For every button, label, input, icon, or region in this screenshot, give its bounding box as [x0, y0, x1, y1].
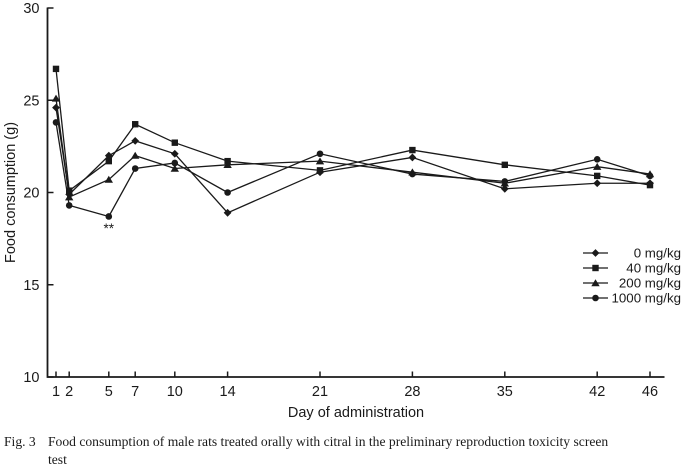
legend-label: 0 mg/kg: [634, 246, 681, 261]
data-point-marker: [646, 181, 654, 189]
data-point-marker: [52, 119, 60, 126]
data-point-marker: [500, 184, 509, 193]
data-point-marker: [646, 172, 654, 180]
x-tick-label: 42: [589, 384, 605, 400]
data-point-marker: [316, 150, 324, 158]
x-tick-label: 2: [65, 384, 73, 400]
data-point-marker: [131, 151, 140, 159]
data-point-marker: [51, 94, 61, 102]
data-point-marker: [593, 179, 602, 188]
data-point-marker: [501, 178, 509, 185]
series-line: [55, 68, 651, 192]
y-tick-label: 15: [23, 278, 39, 294]
data-point-marker: [594, 172, 601, 180]
axis-lines: [46, 7, 665, 378]
data-point-marker: [65, 202, 73, 209]
legend-marker-triangle: [591, 279, 600, 287]
y-axis-title: Food consumption (g): [3, 122, 19, 263]
x-tick-label: 35: [497, 384, 513, 400]
figure-caption-text: Food consumption of male rats treated or…: [48, 433, 688, 468]
legend-marker-square: [592, 264, 599, 272]
data-point-marker: [105, 213, 113, 220]
data-point-marker: [132, 121, 139, 128]
data-point-marker: [52, 65, 60, 73]
legend-marker-diamond: [591, 249, 600, 257]
x-tick-label: 5: [105, 384, 113, 400]
data-point-marker: [104, 175, 113, 183]
data-point-marker: [409, 146, 416, 154]
data-point-marker: [593, 162, 602, 170]
data-point-marker: [131, 136, 140, 145]
series-0-mg-kg: [52, 103, 654, 217]
data-point-marker: [170, 149, 179, 158]
series-200-mg-kg: [51, 94, 655, 201]
series-40-mg-kg: [52, 65, 654, 194]
legend-label: 200 mg/kg: [619, 276, 681, 291]
figure-caption-tag: Fig. 3: [4, 434, 36, 449]
data-point-marker: [409, 170, 416, 178]
figure-caption-line1: Food consumption of male rats treated or…: [48, 434, 609, 449]
legend-item: 200 mg/kg: [583, 276, 681, 291]
x-tick-label: 7: [131, 384, 139, 400]
data-point-marker: [223, 208, 232, 217]
legend-label: 40 mg/kg: [626, 261, 681, 276]
data-point-marker: [171, 139, 178, 146]
data-point-marker: [501, 161, 508, 169]
data-point-marker: [52, 103, 60, 112]
x-tick-label: 21: [312, 384, 328, 400]
series-line: [55, 107, 650, 214]
data-point-marker: [105, 157, 112, 165]
data-point-marker: [315, 157, 325, 165]
series-line: [55, 98, 651, 199]
series-1000-mg-kg: [52, 119, 654, 220]
x-tick-label: 10: [167, 384, 183, 400]
legend-item: 1000 mg/kg: [583, 291, 681, 306]
legend-label: 1000 mg/kg: [612, 291, 681, 306]
legend-item: 40 mg/kg: [583, 261, 681, 276]
data-point-marker: [223, 161, 232, 169]
chart-area: 10 15 20 25 30 1 2 5 7 10 14 21 28 35 42 46 Day of admin…: [3, 1, 681, 421]
legend-marker-circle: [592, 294, 599, 302]
y-tick-label: 30: [23, 1, 39, 17]
figure-caption-line2: test: [48, 451, 67, 467]
y-tick-label: 10: [23, 370, 39, 386]
x-tick-label: 1: [52, 384, 60, 400]
data-point-marker: [316, 167, 324, 174]
x-tick-label: 14: [220, 384, 236, 400]
data-point-marker: [170, 164, 179, 172]
data-point-marker: [131, 165, 139, 172]
series-line: [55, 122, 651, 218]
data-point-marker: [65, 193, 74, 201]
data-point-marker: [66, 187, 73, 194]
data-point-marker: [593, 155, 601, 163]
x-tick-label: 28: [404, 384, 420, 400]
data-point-marker: [224, 189, 231, 196]
significance-annotation: **: [104, 221, 115, 236]
y-tick-label: 25: [23, 93, 39, 109]
x-tick-label: 46: [642, 384, 658, 400]
x-axis-title: Day of administration: [288, 405, 424, 421]
figure-caption: Fig. 3 Food consumption of male rats tre…: [4, 433, 688, 468]
data-point-marker: [408, 153, 417, 162]
y-tick-label: 20: [23, 186, 39, 202]
legend-item: 0 mg/kg: [583, 246, 681, 261]
data-point-marker: [171, 159, 179, 167]
